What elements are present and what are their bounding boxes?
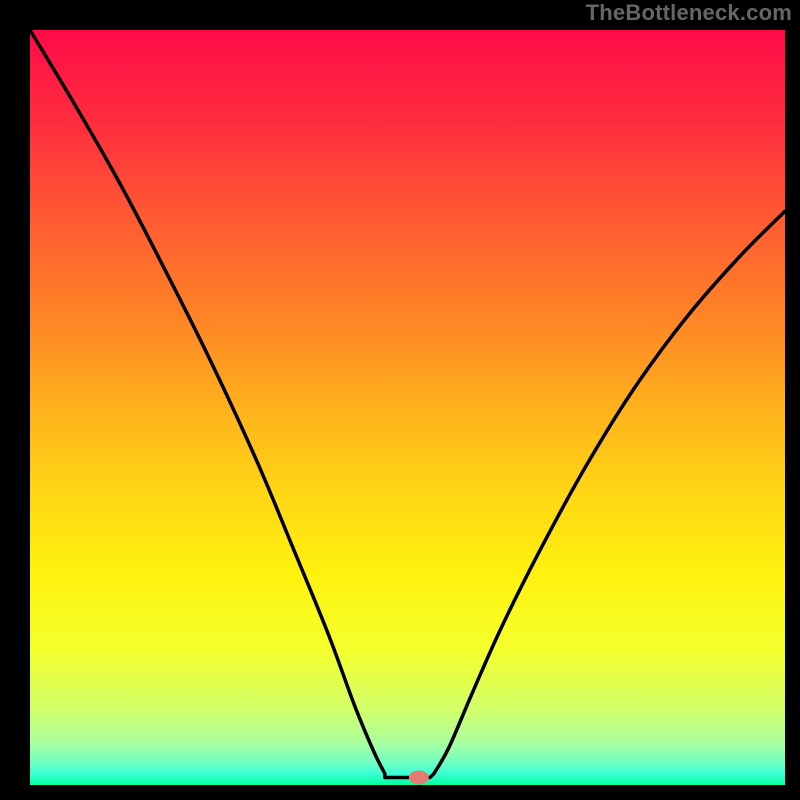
watermark-text: TheBottleneck.com [586, 0, 792, 26]
vertex-marker [409, 770, 429, 784]
plot-gradient-background [30, 30, 785, 785]
bottleneck-chart [0, 0, 800, 800]
